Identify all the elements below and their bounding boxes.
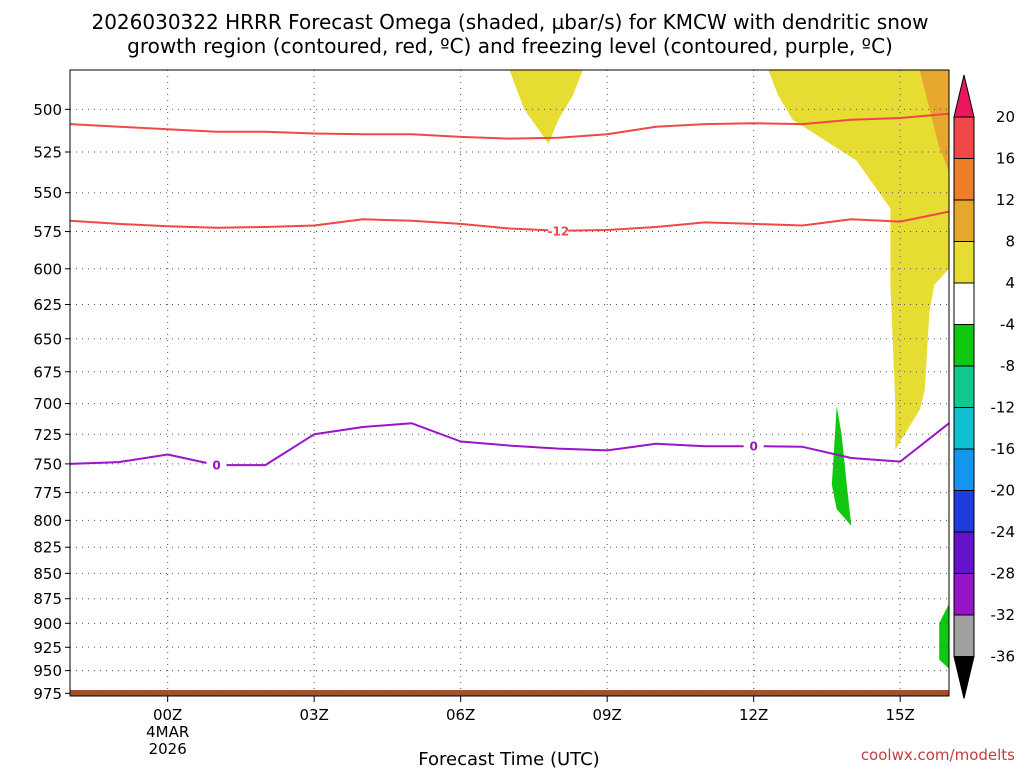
y-axis-ticks: 500 525 550 575 600 625 650 675 700 725 750 775 800 8…: [33, 101, 70, 703]
colorbar-label-1: 16: [996, 150, 1015, 168]
colorbar-segment-2: [953, 158, 975, 201]
y-tick-label-525: 525: [33, 144, 62, 162]
colorbar-label-8: -16: [991, 440, 1016, 458]
x-axis-label: Forecast Time (UTC): [418, 749, 599, 768]
colorbar-label-4: 4: [1005, 274, 1015, 292]
omega-region-3: [831, 406, 852, 526]
x-tick-sublabel-1: 2026: [149, 740, 187, 758]
contour-label: -12: [547, 223, 569, 238]
colorbar-segment-10: [953, 490, 975, 533]
svg-text:0: 0: [749, 440, 757, 454]
contour-line-1: [70, 112, 949, 140]
y-tick-label-825: 825: [33, 539, 62, 557]
source-credit[interactable]: coolwx.com/modelts: [861, 746, 1015, 764]
omega-region-2: [919, 70, 949, 172]
y-tick-label-925: 925: [33, 639, 62, 657]
y-tick-label-725: 725: [33, 426, 62, 444]
omega-colorbar: 20 16 12 8 4 -4 -8 -12 -16 -20 -24 -28 -32 -36: [953, 74, 1016, 699]
contour-line-0: [70, 210, 949, 232]
plot-frame: [69, 69, 950, 697]
colorbar-segment-6: [953, 324, 975, 367]
chart-title-line-1: 2026030322 HRRR Forecast Omega (shaded, …: [91, 10, 928, 34]
colorbar-label-11: -28: [991, 565, 1016, 583]
colorbar-label-10: -24: [991, 523, 1016, 541]
colorbar-label-3: 8: [1005, 233, 1015, 251]
contour-label: 0: [743, 439, 764, 454]
colorbar-segment-11: [953, 531, 975, 574]
y-tick-label-675: 675: [33, 363, 62, 381]
colorbar-label-0: 20: [996, 108, 1015, 126]
y-tick-label-775: 775: [33, 484, 62, 502]
y-tick-label-650: 650: [33, 330, 62, 348]
y-tick-label-600: 600: [33, 260, 62, 278]
y-tick-label-700: 700: [33, 395, 62, 413]
y-tick-label-975: 975: [33, 685, 62, 703]
y-tick-label-500: 500: [33, 101, 62, 119]
colorbar-label-13: -36: [991, 648, 1016, 666]
colorbar-label-9: -20: [991, 482, 1016, 500]
y-tick-label-875: 875: [33, 590, 62, 608]
colorbar-segment-4: [953, 241, 975, 284]
colorbar-segment-13: [953, 614, 975, 657]
colorbar-segment-1: [953, 116, 975, 159]
x-tick-label-15Z: 15Z: [885, 706, 914, 724]
omega-shading: [509, 70, 949, 669]
plot-gridlines: [70, 70, 949, 696]
x-tick-label-03Z: 03Z: [299, 706, 328, 724]
colorbar-label-12: -32: [991, 606, 1016, 624]
omega-region-1: [768, 70, 949, 450]
omega-region-0: [509, 70, 583, 144]
colorbar-segment-12: [953, 573, 975, 616]
y-tick-label-625: 625: [33, 296, 62, 314]
x-tick-sublabel-0: 4MAR: [146, 723, 189, 741]
y-tick-label-800: 800: [33, 512, 62, 530]
colorbar-top-arrow: [953, 74, 975, 118]
colorbar-bottom-arrow: [953, 656, 975, 699]
y-tick-label-575: 575: [33, 223, 62, 241]
terrain-strip: [70, 690, 949, 696]
colorbar-segment-9: [953, 448, 975, 491]
chart-title-line-2: growth region (contoured, red, ºC) and f…: [127, 34, 893, 58]
colorbar-label-5: -4: [1000, 316, 1015, 334]
colorbar-segment-8: [953, 407, 975, 450]
colorbar-segment-3: [953, 199, 975, 242]
svg-text:-12: -12: [547, 224, 569, 238]
x-tick-label-06Z: 06Z: [446, 706, 475, 724]
y-tick-label-950: 950: [33, 662, 62, 680]
colorbar-segment-5: [953, 282, 975, 325]
colorbar-label-2: 12: [996, 191, 1015, 209]
colorbar-label-7: -12: [991, 399, 1016, 417]
y-tick-label-550: 550: [33, 184, 62, 202]
ground-strip: [70, 690, 949, 696]
y-tick-label-750: 750: [33, 455, 62, 473]
contour-label: 0: [206, 458, 227, 473]
x-tick-label-00Z: 00Z: [153, 706, 182, 724]
x-tick-label-12Z: 12Z: [739, 706, 768, 724]
x-tick-label-09Z: 09Z: [592, 706, 621, 724]
contour-line-2: [70, 422, 949, 467]
y-tick-label-900: 900: [33, 615, 62, 633]
svg-text:0: 0: [212, 459, 220, 473]
omega-region-4: [939, 603, 949, 669]
contour-lines: -12 0 0: [70, 112, 949, 473]
colorbar-segment-7: [953, 365, 975, 408]
y-tick-label-850: 850: [33, 565, 62, 583]
colorbar-label-6: -8: [1000, 357, 1015, 375]
